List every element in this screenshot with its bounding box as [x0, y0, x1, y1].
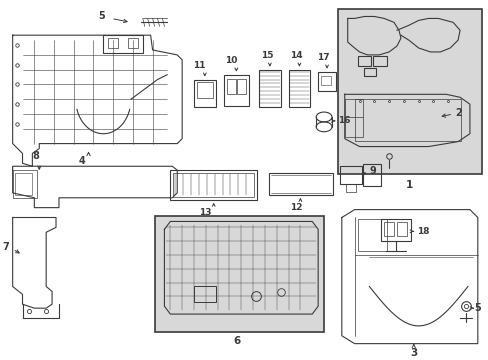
Bar: [223, 75, 249, 106]
Bar: [396, 222, 406, 236]
Bar: [13, 170, 37, 198]
Bar: [344, 99, 362, 137]
Text: 5: 5: [473, 303, 480, 313]
Text: 8: 8: [32, 151, 39, 161]
Bar: [339, 166, 361, 184]
Bar: [321, 76, 330, 85]
Bar: [237, 78, 246, 94]
Bar: [363, 164, 381, 186]
Text: 12: 12: [290, 203, 302, 212]
Text: 3: 3: [409, 348, 417, 357]
Text: 10: 10: [225, 56, 237, 65]
Text: 6: 6: [233, 336, 241, 346]
Bar: [194, 80, 215, 107]
Bar: [128, 38, 138, 48]
Bar: [108, 38, 118, 48]
Bar: [103, 35, 142, 53]
Bar: [197, 82, 212, 98]
Bar: [354, 99, 460, 141]
Bar: [318, 72, 335, 91]
Text: 5: 5: [98, 12, 105, 22]
Bar: [259, 70, 280, 107]
Text: 18: 18: [416, 227, 428, 236]
Bar: [357, 56, 370, 66]
Text: 14: 14: [289, 51, 302, 60]
Text: 2: 2: [454, 108, 461, 118]
Text: 1: 1: [406, 180, 412, 190]
Bar: [226, 78, 236, 94]
Bar: [288, 70, 310, 107]
Bar: [194, 287, 215, 302]
Text: 4: 4: [78, 156, 85, 166]
Text: 15: 15: [260, 51, 273, 60]
Bar: [173, 173, 254, 197]
Bar: [15, 173, 32, 195]
Bar: [381, 220, 410, 241]
Bar: [337, 9, 481, 174]
Bar: [364, 68, 376, 76]
Bar: [357, 220, 386, 251]
Bar: [384, 222, 393, 236]
Bar: [268, 173, 332, 195]
Bar: [170, 170, 257, 200]
Bar: [154, 216, 324, 332]
Text: 7: 7: [2, 242, 9, 252]
Text: 16: 16: [337, 116, 349, 125]
Text: 17: 17: [316, 53, 329, 62]
Text: 11: 11: [192, 61, 205, 70]
Text: 13: 13: [198, 208, 211, 217]
Bar: [372, 56, 386, 66]
Bar: [345, 184, 355, 192]
Text: 9: 9: [368, 166, 375, 176]
